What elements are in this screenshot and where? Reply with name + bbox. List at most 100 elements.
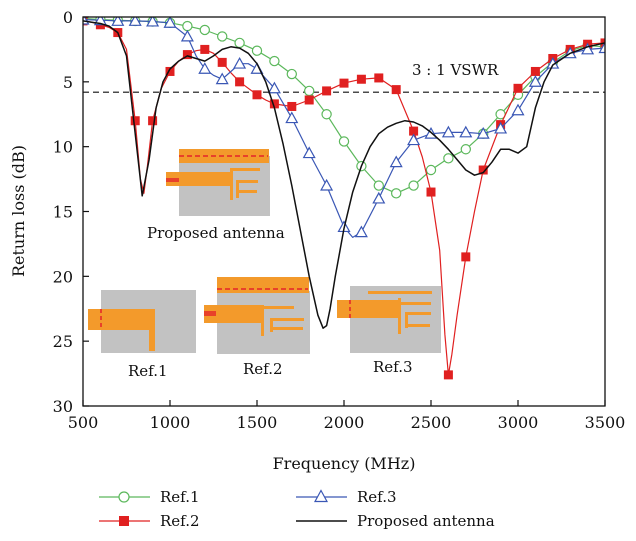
data-point-ref-3 bbox=[302, 146, 316, 159]
data-point-ref-3 bbox=[598, 41, 605, 54]
data-point-ref-3 bbox=[511, 103, 525, 116]
data-point-ref-1 bbox=[460, 144, 471, 155]
data-point-ref-3 bbox=[581, 42, 595, 55]
data-point-ref-2 bbox=[374, 73, 384, 83]
data-point-ref-1 bbox=[443, 153, 454, 164]
x-tick-label: 1000 bbox=[150, 413, 191, 432]
data-point-ref-3 bbox=[407, 133, 421, 146]
legend-label-ref3: Ref.3 bbox=[357, 488, 397, 506]
data-point-ref-3 bbox=[494, 121, 508, 134]
data-point-ref-3 bbox=[180, 29, 194, 42]
data-point-ref-2 bbox=[513, 83, 523, 93]
data-point-ref-2 bbox=[235, 77, 245, 87]
annotation-ref3: Ref.3 bbox=[373, 358, 413, 376]
legend-label-ref2: Ref.2 bbox=[160, 512, 200, 530]
ref3-antenna-inset-image bbox=[337, 286, 441, 353]
data-point-ref-3 bbox=[320, 178, 334, 191]
y-axis-title: Return loss (dB) bbox=[9, 145, 28, 277]
antenna-insets bbox=[88, 149, 441, 354]
data-point-ref-3 bbox=[233, 56, 247, 69]
legend: Ref.1 Ref.2 Ref.3 Proposed antenna bbox=[99, 488, 495, 530]
series-line-ref-2 bbox=[83, 20, 605, 376]
x-tick-label: 3500 bbox=[585, 413, 626, 432]
data-point-ref-2 bbox=[339, 78, 349, 88]
y-tick-label: 30 bbox=[53, 397, 73, 416]
ref2-antenna-inset-image bbox=[204, 277, 310, 354]
data-point-ref-2 bbox=[322, 86, 332, 96]
legend-label-ref1: Ref.1 bbox=[160, 488, 200, 506]
data-point-ref-2 bbox=[461, 252, 471, 262]
data-point-ref-2 bbox=[130, 116, 140, 126]
data-point-ref-1 bbox=[425, 164, 437, 176]
data-point-ref-2 bbox=[148, 116, 158, 126]
data-point-ref-3 bbox=[459, 125, 473, 138]
data-point-ref-2 bbox=[356, 74, 366, 84]
data-point-ref-2 bbox=[252, 90, 262, 100]
series-line-ref-1 bbox=[83, 17, 605, 194]
y-tick-label: 10 bbox=[53, 138, 73, 157]
data-point-ref-3 bbox=[267, 81, 281, 94]
data-point-ref-2 bbox=[269, 99, 279, 109]
series-ref-3 bbox=[83, 17, 605, 238]
series-ref-1 bbox=[83, 17, 605, 199]
legend-entry-ref3: Ref.3 bbox=[296, 488, 397, 506]
data-point-ref-3 bbox=[163, 17, 177, 28]
x-tick-label: 3000 bbox=[498, 413, 539, 432]
y-tick-label: 5 bbox=[63, 73, 73, 92]
data-point-ref-1 bbox=[321, 109, 332, 120]
annotation-ref2: Ref.2 bbox=[243, 360, 283, 378]
data-point-ref-1 bbox=[391, 188, 402, 199]
data-point-ref-3 bbox=[285, 111, 299, 124]
legend-entry-ref2: Ref.2 bbox=[99, 512, 200, 530]
data-point-ref-3 bbox=[389, 155, 403, 168]
data-point-ref-3 bbox=[441, 125, 455, 138]
data-point-ref-1 bbox=[338, 136, 350, 147]
y-tick-label: 0 bbox=[63, 8, 73, 27]
series-proposed-antenna bbox=[83, 20, 605, 329]
x-tick-label: 1500 bbox=[237, 413, 278, 432]
data-point-ref-1 bbox=[182, 20, 193, 32]
vswr-label: 3 : 1 VSWR bbox=[412, 61, 499, 79]
x-tick-label: 2500 bbox=[411, 413, 452, 432]
data-point-ref-1 bbox=[408, 180, 419, 191]
legend-entry-proposed-antenna: Proposed antenna bbox=[296, 512, 495, 530]
ref1-antenna-inset-image bbox=[88, 290, 196, 353]
data-point-ref-1 bbox=[216, 31, 228, 42]
proposed-antenna-inset-image bbox=[166, 149, 270, 216]
data-point-ref-2 bbox=[478, 165, 488, 175]
x-tick-label: 500 bbox=[68, 413, 99, 432]
data-point-ref-1 bbox=[199, 24, 210, 36]
annotation-proposed-antenna: Proposed antenna bbox=[147, 224, 285, 242]
data-point-ref-1 bbox=[269, 55, 280, 67]
data-point-ref-3 bbox=[372, 191, 386, 204]
data-point-ref-2 bbox=[391, 85, 401, 95]
data-point-ref-3 bbox=[476, 126, 490, 139]
data-point-ref-3 bbox=[354, 225, 368, 238]
y-tick-label: 20 bbox=[53, 267, 73, 286]
data-point-ref-2 bbox=[409, 126, 419, 136]
data-point-ref-2 bbox=[200, 44, 210, 54]
legend-label-proposed-antenna: Proposed antenna bbox=[357, 512, 495, 530]
data-point-ref-1 bbox=[286, 68, 297, 80]
series-line-ref-3 bbox=[83, 19, 605, 238]
y-tick-label: 15 bbox=[53, 203, 73, 222]
data-point-ref-3 bbox=[111, 17, 125, 26]
data-point-ref-2 bbox=[304, 95, 314, 105]
x-tick-label: 2000 bbox=[324, 413, 365, 432]
data-point-ref-1 bbox=[304, 85, 315, 97]
annotation-ref1: Ref.1 bbox=[128, 362, 168, 380]
x-axis-title: Frequency (MHz) bbox=[273, 454, 416, 473]
data-point-ref-1 bbox=[234, 37, 245, 49]
data-point-ref-2 bbox=[165, 66, 175, 76]
data-point-ref-2 bbox=[287, 101, 297, 111]
data-point-ref-3 bbox=[198, 62, 212, 74]
data-point-ref-2 bbox=[217, 57, 227, 67]
data-point-ref-1 bbox=[373, 180, 384, 191]
data-point-ref-3 bbox=[146, 17, 160, 27]
data-point-ref-3 bbox=[528, 75, 542, 87]
data-point-ref-3 bbox=[215, 72, 229, 85]
series-line-proposed-antenna bbox=[83, 20, 605, 329]
data-point-ref-2 bbox=[182, 50, 192, 60]
data-point-ref-1 bbox=[251, 45, 263, 56]
